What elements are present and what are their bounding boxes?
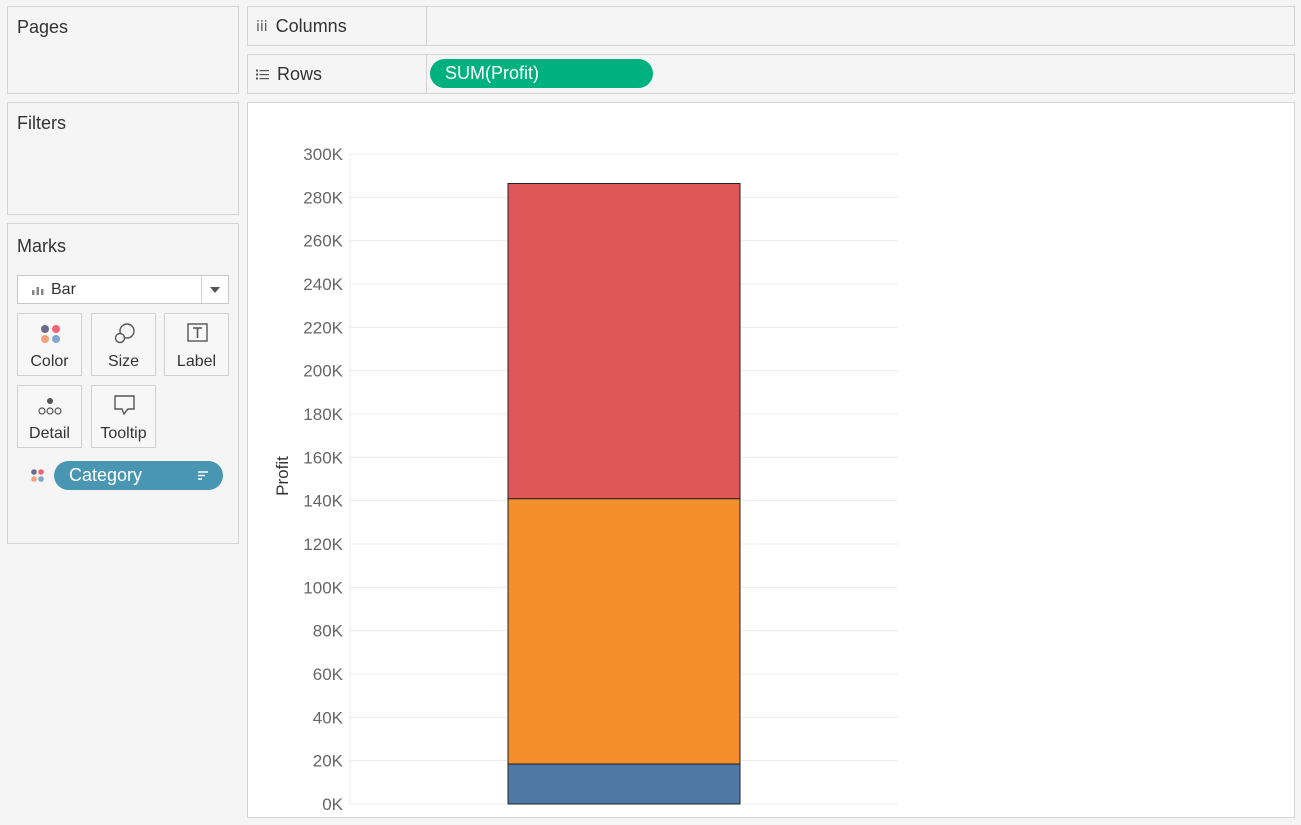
- y-tick-label: 20K: [313, 752, 344, 771]
- filters-card[interactable]: Filters: [7, 102, 239, 215]
- y-tick-label: 120K: [303, 535, 343, 554]
- y-tick-label: 300K: [303, 145, 343, 164]
- y-axis-ticks: 0K 20K 40K 60K 80K 100K 120K 140K 160K 180K 200K 22…: [303, 145, 343, 814]
- mark-type-value: Bar: [51, 281, 76, 298]
- size-label: Size: [107, 353, 140, 370]
- rows-shelf-label: Rows: [256, 64, 322, 85]
- y-tick-label: 200K: [303, 362, 343, 381]
- y-tick-label: 60K: [313, 665, 344, 684]
- tooltip-button[interactable]: Tooltip: [91, 385, 156, 448]
- rows-label: Rows: [277, 64, 323, 84]
- shelf-separator: [426, 55, 427, 93]
- tooltip-bubble-icon: [114, 395, 135, 416]
- pages-card[interactable]: Pages: [7, 6, 239, 94]
- marks-title: Marks: [17, 236, 66, 256]
- bar-segment-1[interactable]: [507, 763, 741, 805]
- columns-label: Columns: [275, 16, 347, 36]
- columns-shelf-label: iii Columns: [256, 16, 347, 37]
- y-tick-label: 260K: [303, 232, 343, 251]
- y-axis-label: Profit: [273, 456, 292, 496]
- sum-profit-pill[interactable]: SUM(Profit): [430, 59, 653, 88]
- bar-segment-2[interactable]: [507, 498, 741, 765]
- y-tick-label: 140K: [303, 492, 343, 511]
- pages-title: Pages: [17, 17, 69, 37]
- columns-shelf[interactable]: iii Columns: [247, 6, 1295, 46]
- sort-icon[interactable]: [197, 470, 209, 481]
- marks-card: Marks: [7, 223, 239, 544]
- bar-segment-3[interactable]: [507, 182, 741, 500]
- filters-title: Filters: [17, 113, 66, 133]
- size-button[interactable]: Size: [91, 313, 156, 376]
- y-tick-label: 220K: [303, 318, 343, 337]
- rows-list-icon: [256, 69, 269, 80]
- label-button[interactable]: Label: [164, 313, 229, 376]
- label-label: Label: [176, 353, 217, 370]
- y-tick-label: 180K: [303, 405, 343, 424]
- bar-chart-icon: [32, 287, 44, 295]
- tooltip-label: Tooltip: [100, 425, 147, 442]
- rows-shelf[interactable]: Rows SUM(Profit): [247, 54, 1295, 94]
- mark-type-dropdown[interactable]: Bar: [17, 275, 229, 304]
- y-tick-label: 160K: [303, 448, 343, 467]
- chevron-down-icon[interactable]: [210, 287, 220, 293]
- stacked-bar-chart[interactable]: 0K 20K 40K 60K 80K 100K 120K 140K 160K 180K 200K 22…: [248, 103, 1294, 817]
- category-pill[interactable]: Category: [54, 461, 223, 490]
- text-label-icon: [187, 323, 208, 342]
- bars: [507, 182, 741, 805]
- columns-icon: iii: [256, 18, 268, 35]
- size-circles-icon: [114, 323, 135, 344]
- detail-label: Detail: [29, 425, 70, 442]
- color-button[interactable]: Color: [17, 313, 82, 376]
- y-tick-label: 0K: [322, 795, 343, 814]
- color-dots-icon: [41, 325, 60, 343]
- sum-profit-pill-label: SUM(Profit): [445, 63, 539, 83]
- y-tick-label: 40K: [313, 708, 344, 727]
- y-tick-label: 280K: [303, 188, 343, 207]
- detail-button[interactable]: Detail: [17, 385, 82, 448]
- category-pill-label: Category: [69, 465, 143, 485]
- detail-dots-icon: [38, 398, 62, 415]
- y-tick-label: 240K: [303, 275, 343, 294]
- shelf-separator: [426, 7, 427, 45]
- color-encoding-icon: [31, 469, 44, 482]
- viz-canvas[interactable]: 0K 20K 40K 60K 80K 100K 120K 140K 160K 180K 200K 22…: [247, 102, 1295, 818]
- dropdown-divider: [201, 276, 202, 303]
- y-tick-label: 100K: [303, 578, 343, 597]
- y-tick-label: 80K: [313, 622, 344, 641]
- color-label: Color: [30, 353, 69, 370]
